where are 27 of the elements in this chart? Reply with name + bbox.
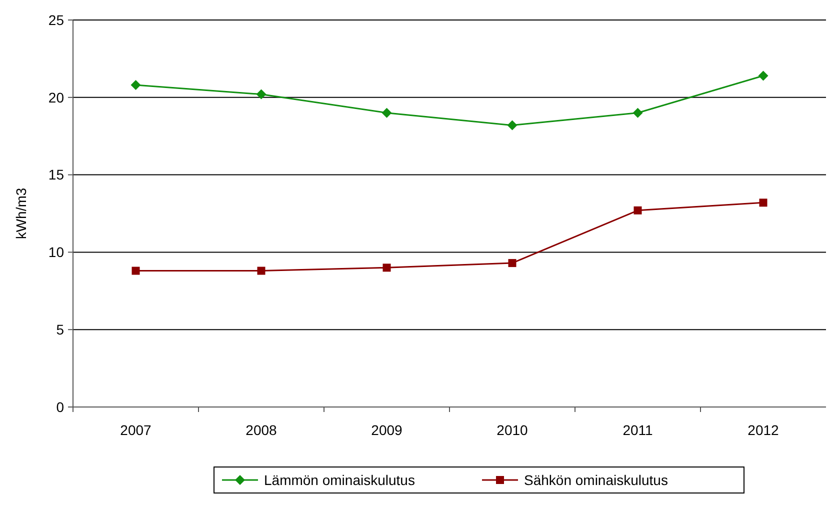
point <box>132 266 140 275</box>
point <box>130 80 141 90</box>
point <box>257 266 266 275</box>
point <box>507 120 518 130</box>
y-tick-label: 25 <box>48 12 64 28</box>
point <box>256 89 266 100</box>
y-tick-label: 0 <box>56 398 64 415</box>
x-tick-label: 2008 <box>246 422 278 438</box>
y-axis-title: kWh/m3 <box>13 188 29 240</box>
y-tick-label: 10 <box>48 244 64 260</box>
point <box>758 70 768 81</box>
point <box>759 198 768 207</box>
y-tick-label: 15 <box>48 166 64 183</box>
x-tick-label: 2011 <box>622 422 654 438</box>
y-tick-label: 20 <box>48 89 64 106</box>
point <box>632 108 643 118</box>
y-tick-label: 5 <box>56 322 64 338</box>
point <box>634 206 642 214</box>
x-tick-label: 2007 <box>120 422 152 438</box>
point <box>382 264 391 272</box>
x-tick-label: 2010 <box>496 422 528 438</box>
legend-label: Lämmön ominaiskulutus <box>264 472 415 488</box>
x-tick-label: 2012 <box>748 422 780 438</box>
point <box>382 108 392 118</box>
x-tick-label: 2009 <box>371 422 403 438</box>
point <box>508 259 516 268</box>
legend-label: Sähkön ominaiskulutus <box>524 472 668 488</box>
